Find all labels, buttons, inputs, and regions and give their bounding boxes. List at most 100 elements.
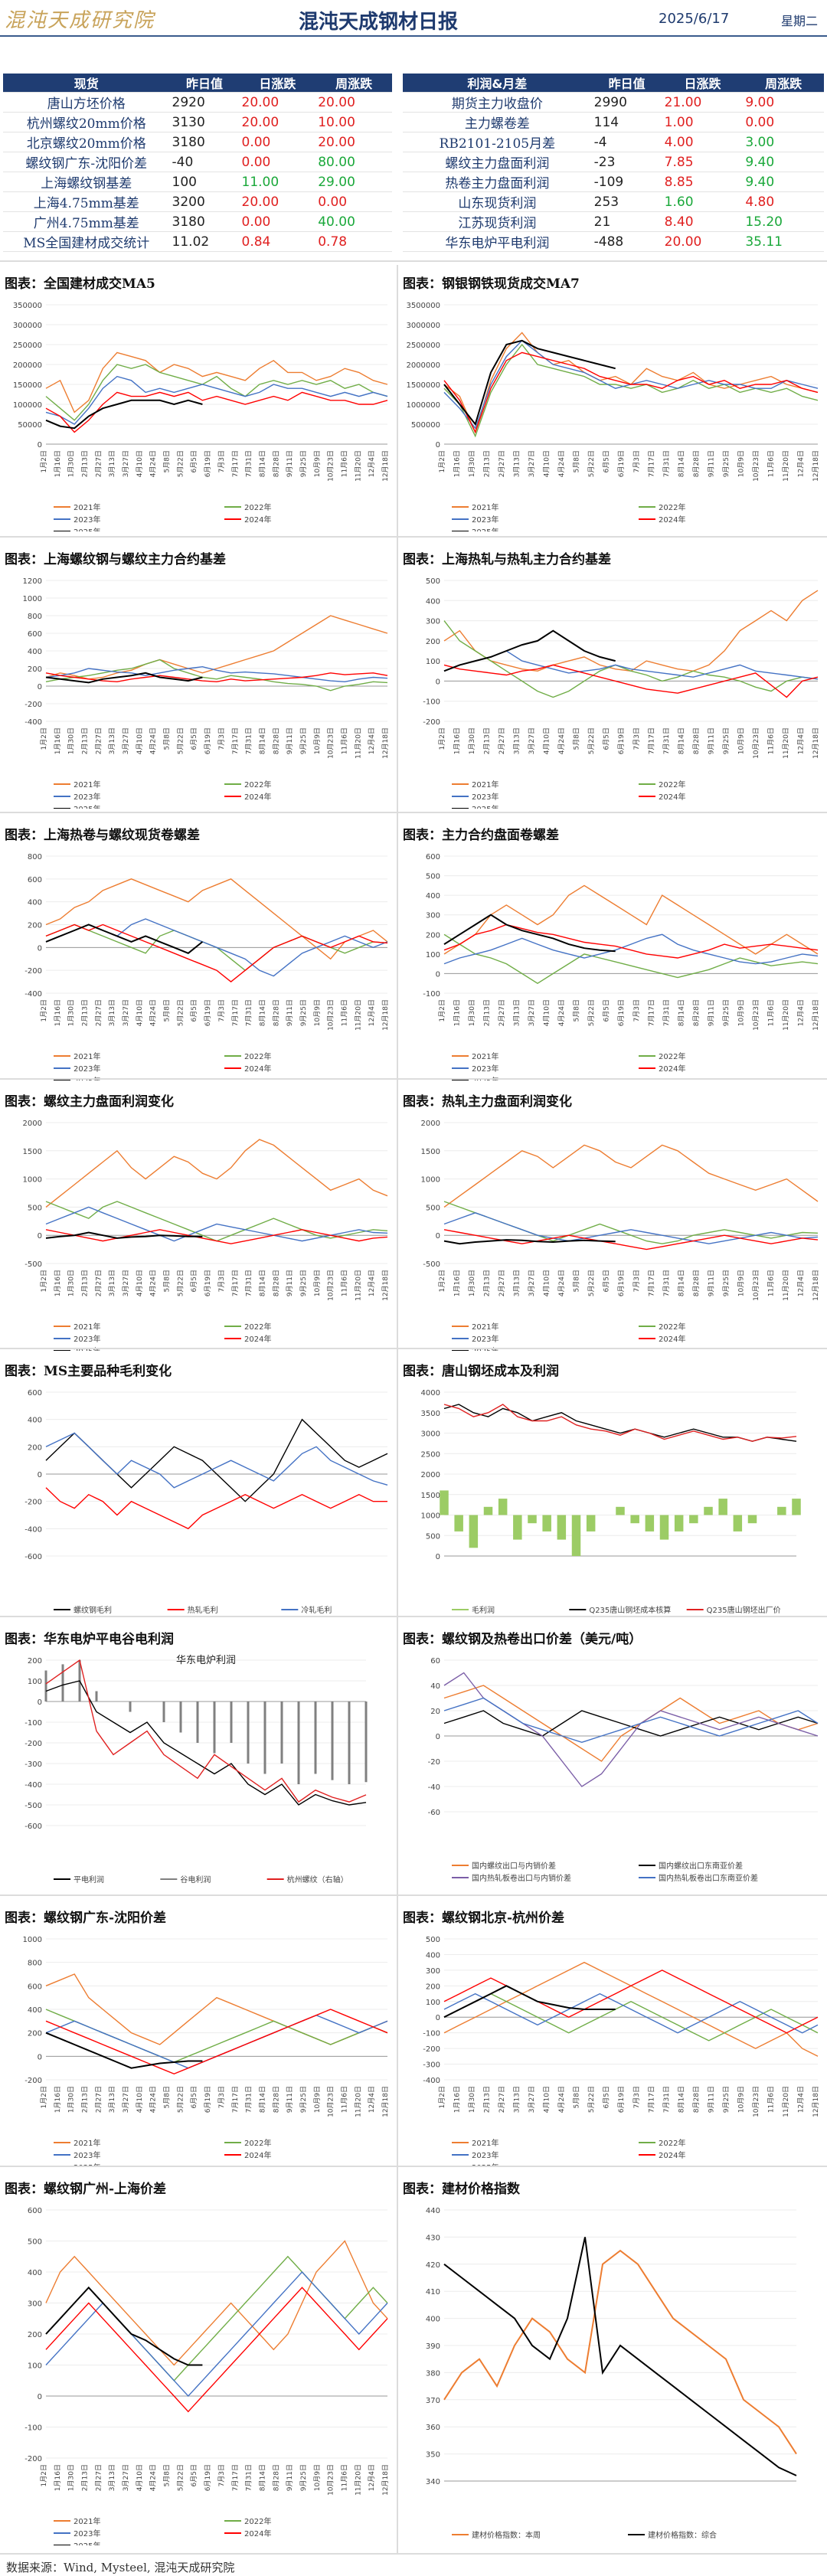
chart-title-c3: 图表：上海螺纹钢与螺纹主力合约基差 (5, 552, 226, 567)
y-tick-label: 350 (426, 2451, 440, 2460)
x-tick-label: 10月23日 (752, 727, 760, 759)
x-tick-label: 8月28日 (692, 1270, 701, 1296)
x-tick-label: 12月18日 (381, 999, 390, 1031)
x-tick-label: 6月19日 (204, 727, 212, 754)
x-tick-label: 4月24日 (557, 727, 566, 754)
x-tick-label: 4月24日 (557, 450, 566, 477)
series-line-平电利润 (45, 1680, 367, 1806)
x-tick-label: 10月23日 (327, 450, 335, 482)
section-divider (0, 536, 827, 538)
legend-label: 2022年 (659, 1051, 685, 1061)
spot-value: 2920 (169, 92, 240, 113)
profit-value: -109 (591, 172, 662, 192)
x-tick-label: 12月18日 (381, 450, 390, 482)
x-tick-label: 8月28日 (272, 2464, 280, 2491)
x-tick-label: 4月10日 (136, 999, 144, 1026)
x-tick-label: 12月18日 (381, 2464, 390, 2496)
profit-label: 期货主力收盘价 (403, 92, 592, 113)
spot-label: 唐山方坯价格 (3, 92, 170, 113)
x-tick-label: 12月4日 (796, 2086, 805, 2113)
x-tick-label: 6月5日 (190, 999, 198, 1022)
series-line-2025年 (443, 1985, 616, 2019)
section-divider (0, 1616, 827, 1617)
y-tick-label: -200 (25, 1740, 42, 1748)
x-tick-label: 5月22日 (176, 2464, 185, 2491)
y-tick-label: 600 (28, 630, 42, 639)
x-tick-label: 11月20日 (354, 450, 362, 482)
legend-label: 2023年 (74, 1334, 100, 1344)
y-tick-label: 100 (426, 951, 440, 959)
legend-label: 2023年 (472, 792, 498, 802)
report-date: 2025/6/17 (659, 11, 730, 27)
x-tick-label: 2月27日 (94, 2086, 103, 2113)
x-tick-label: 6月5日 (190, 1270, 198, 1292)
series-line-2022年 (443, 343, 819, 438)
legend-label: 2025年 (472, 804, 498, 809)
x-tick-label: 2月27日 (498, 2086, 506, 2113)
x-tick-label: 4月24日 (149, 727, 158, 754)
profit-value: 2990 (591, 92, 662, 113)
profit-week-change: 15.20 (743, 211, 824, 232)
x-tick-label: 7月17日 (647, 727, 655, 754)
y-tick-label: 40 (430, 1682, 440, 1691)
y-tick-label: 400 (28, 2269, 42, 2277)
x-tick-label: 5月22日 (176, 727, 185, 754)
y-tick-label: 1000 (23, 595, 42, 603)
y-tick-label: 2000 (23, 1120, 42, 1128)
legend-label: 2021年 (74, 502, 100, 512)
x-tick-label: 3月13日 (513, 1270, 521, 1296)
profit-header-3: 周涨跌 (743, 74, 824, 93)
x-tick-label: 9月25日 (299, 727, 308, 754)
spot-label: 上海螺纹钢基差 (3, 172, 170, 192)
x-tick-label: 1月16日 (453, 450, 462, 477)
spot-header-0: 现货 (3, 74, 170, 93)
x-tick-label: 12月4日 (796, 727, 805, 754)
legend-label: 2023年 (472, 2150, 498, 2160)
spot-row: 杭州螺纹20mm价格 3130 20.00 10.00 (3, 112, 392, 132)
x-tick-label: 12月18日 (812, 2086, 820, 2117)
chart-title-c14: 图表：螺纹钢北京-杭州价差 (403, 1911, 565, 1926)
series-line-建材价格指数：综合 (443, 2237, 797, 2476)
chart-title-c4: 图表：上海热轧与热轧主力合约基差 (403, 552, 611, 567)
x-tick-label: 10月23日 (752, 999, 760, 1031)
x-tick-label: 6月5日 (190, 2464, 198, 2486)
chart-c2: 0 500000 1000000 1500000 2000000 2500000 30000… (406, 302, 820, 531)
x-tick-label: 10月23日 (327, 1270, 335, 1301)
y-tick-label: 2000 (421, 1471, 440, 1479)
y-tick-label: 200000 (13, 361, 42, 370)
legend-label: 2022年 (659, 1322, 685, 1332)
x-tick-label: 7月3日 (633, 2086, 641, 2108)
x-tick-label: 2月13日 (81, 450, 90, 477)
section-divider (0, 2553, 827, 2555)
legend-label: 2022年 (659, 2138, 685, 2148)
y-tick-label: 600 (28, 1983, 42, 1991)
legend-label: 2021年 (74, 2138, 100, 2148)
x-tick-label: 2月27日 (94, 2464, 103, 2491)
x-tick-label: 10月9日 (313, 2464, 322, 2491)
x-tick-label: 11月20日 (782, 450, 790, 482)
y-tick-label: 2500000 (406, 342, 440, 350)
spot-header-2: 日涨跌 (239, 74, 316, 93)
x-tick-label: 8月14日 (258, 727, 266, 754)
legend-label: 2024年 (244, 1064, 271, 1074)
series-line-2024年 (45, 391, 388, 433)
series-line-2024年 (45, 672, 388, 683)
x-tick-label: 7月31日 (662, 999, 671, 1026)
spot-header-1: 昨日值 (169, 74, 240, 93)
spot-day-change: 0.00 (239, 132, 316, 152)
x-tick-label: 11月20日 (354, 999, 362, 1031)
x-tick-label: 5月22日 (587, 999, 596, 1026)
x-tick-label: 9月25日 (722, 1270, 731, 1296)
data-source-footer: 数据来源：Wind, Mysteel, 混沌天成研究院 (6, 2561, 235, 2574)
x-tick-label: 9月11日 (286, 2086, 294, 2113)
y-tick-label: -200 (25, 1499, 42, 1507)
y-tick-label: 100 (426, 658, 440, 666)
y-tick-label: 500000 (411, 421, 440, 430)
x-tick-label: 9月11日 (286, 450, 294, 477)
x-tick-label: 2月27日 (498, 1270, 506, 1296)
x-tick-label: 3月13日 (108, 999, 116, 1026)
spot-label: MS全国建材成交统计 (3, 231, 170, 252)
y-tick-label: 3000000 (406, 322, 440, 330)
legend-label: 2024年 (659, 2150, 685, 2160)
x-tick-label: 10月9日 (737, 450, 745, 477)
